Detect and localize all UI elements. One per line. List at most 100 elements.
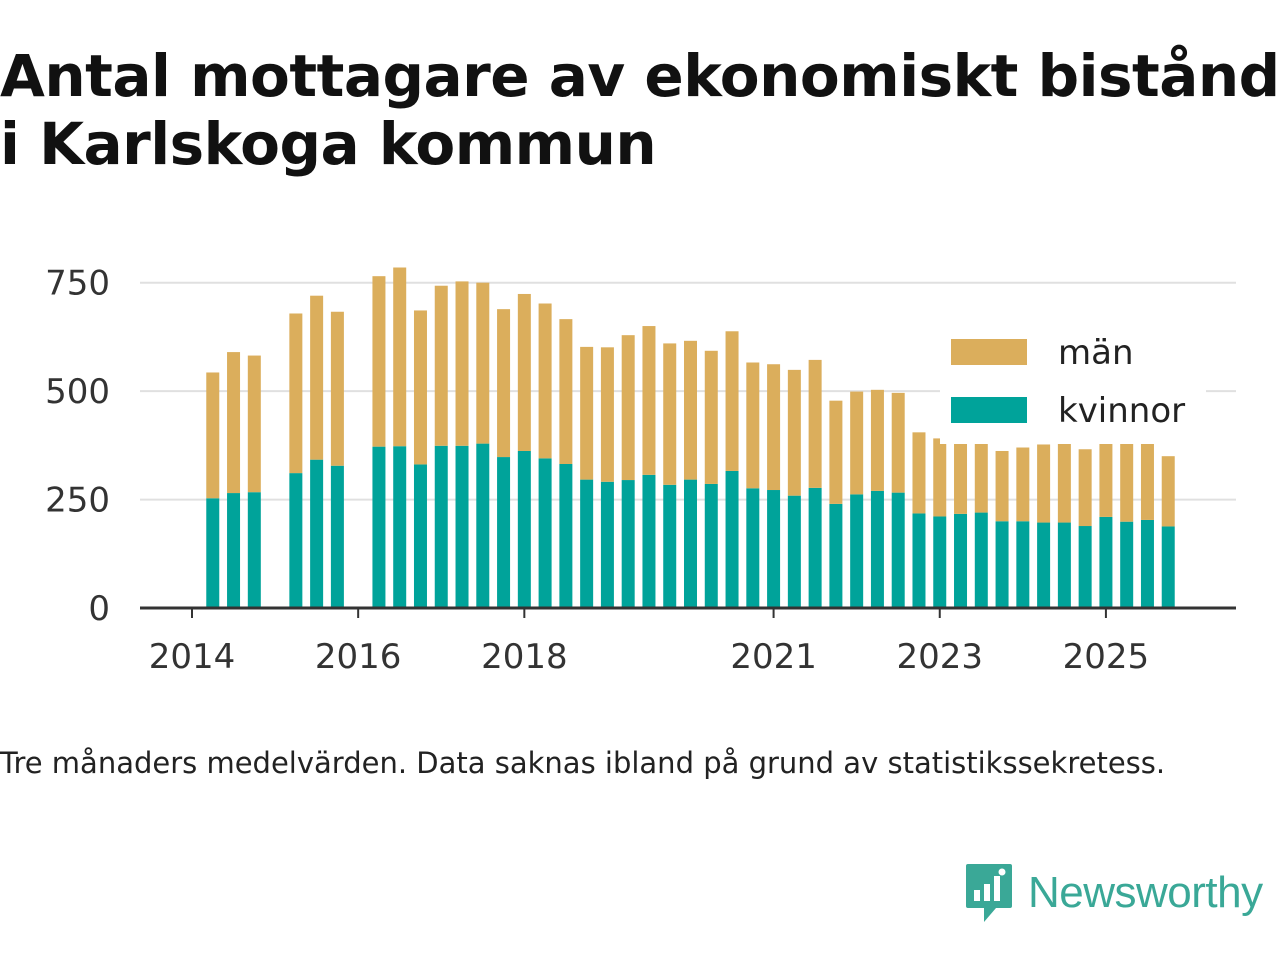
bar-man-2024.25 [1037,444,1051,523]
x-tick-label-2014: 2014 [149,637,236,677]
bar-kvinnor-2024 [1016,521,1030,608]
newsworthy-logo-icon [966,864,1012,922]
bar-kvinnor-2015.75 [330,465,344,608]
bar-kvinnor-2024.25 [1037,522,1051,608]
bar-kvinnor-2017.75 [497,457,511,608]
bar-kvinnor-2021 [767,490,781,608]
bar-man-2019.25 [621,335,635,481]
brand-logo[interactable]: Newsworthy [964,862,1263,924]
bar-man-2021.5 [808,359,822,488]
bar-man-2014.5 [227,352,241,494]
brand-name: Newsworthy [1028,868,1263,917]
stacked-bar-chart: 0 250 500 750 2014 2016 2018 2021 2023 2025 män kv… [45,264,1236,677]
bar-man-2021 [767,364,781,491]
bar-kvinnor-2020.75 [746,488,760,608]
bar-man-2021.25 [787,369,801,496]
bar-kvinnor-2016.75 [413,464,427,608]
y-tick-label-500: 500 [45,372,110,412]
bar-kvinnor-2020 [684,479,697,608]
bar-kvinnor-2018.75 [580,479,594,608]
bar-man-2025 [1099,439,1113,517]
bar-man-2020.5 [725,331,739,471]
bar-kvinnor-2017.5 [476,443,490,608]
bar-kvinnor-2023.5 [974,512,988,608]
bar-man-2015.75 [330,311,344,466]
bar-man-2025.25 [1120,442,1134,522]
bar-man-2023.5 [974,435,988,513]
bar-man-2018.75 [580,346,594,480]
bar-kvinnor-2021.5 [808,487,822,608]
bar-kvinnor-2014.75 [247,492,261,608]
legend-swatch-kvinnor [951,397,1027,423]
bar-man-2016.25 [372,276,386,447]
bar-man-2024.5 [1057,443,1071,523]
axes: 0 250 500 750 2014 2016 2018 2021 2023 2025 [45,264,1236,677]
y-tick-label-750: 750 [45,264,110,304]
bar-man-2019.75 [663,343,677,485]
y-tick-label-250: 250 [45,481,110,521]
x-tick-label-2021: 2021 [730,637,817,677]
bar-man-2016.5 [393,267,407,447]
bar-kvinnor-2021.75 [829,503,843,608]
bar-kvinnor-2016.5 [393,446,407,608]
bar-man-2015.25 [289,313,303,474]
bar-man-2017.75 [497,309,511,458]
bar-man-2017 [434,285,448,446]
bar-man-2014.75 [247,355,261,493]
x-tick-label-2023: 2023 [896,637,983,677]
bar-kvinnor-2023.25 [954,513,968,608]
bar-kvinnor-2014.25 [206,498,220,608]
bar-kvinnor-2025.5 [1140,519,1154,608]
bar-man-2020 [684,340,697,480]
bar-man-2023.25 [954,432,968,514]
bar-man-2022 [850,391,864,495]
bar-man-2018.5 [559,319,573,464]
bar-man-2019.5 [642,326,656,475]
bars [206,267,1175,608]
legend-label-kvinnor: kvinnor [1058,391,1185,431]
bar-kvinnor-2018.5 [559,463,573,608]
bar-man-2020.25 [704,350,718,484]
bar-man-2023.75 [995,450,1009,522]
bar-kvinnor-2022.75 [912,513,926,608]
bar-man-2025.5 [1140,442,1154,520]
bar-kvinnor-2014.5 [227,493,241,608]
bar-man-2017.25 [455,281,469,446]
bar-kvinnor-2015.5 [310,459,324,608]
bar-kvinnor-2024.5 [1057,522,1071,608]
bar-man-2024.75 [1078,449,1092,527]
x-tick-label-2016: 2016 [315,637,402,677]
bar-kvinnor-2019.75 [663,484,677,608]
bar-man-2015.5 [310,295,324,460]
bar-kvinnor-2019.5 [642,474,656,608]
bar-man-2025.75 [1161,456,1175,527]
bar-kvinnor-2021.25 [787,495,801,608]
bar-kvinnor-2015.25 [289,473,303,608]
bar-man-2021.75 [829,400,843,504]
bar-kvinnor-2022.25 [870,490,884,608]
bar-kvinnor-2022 [850,494,864,608]
bar-kvinnor-2019.25 [621,480,635,608]
bar-kvinnor-2024.75 [1078,526,1092,608]
bar-kvinnor-2018 [517,450,531,608]
bar-kvinnor-2025 [1099,516,1113,608]
legend-label-man: män [1058,333,1134,373]
bar-kvinnor-2016.25 [372,446,386,608]
x-tick-label-2025: 2025 [1063,637,1150,677]
legend-swatch-man [951,339,1027,365]
bar-kvinnor-2018.25 [538,458,552,608]
bar-man-2014.25 [206,372,220,499]
bar-man-2022.75 [912,432,926,514]
chart-title-line-1: Antal mottagare av ekonomiskt bistånd [0,42,1280,110]
x-tick-label-2018: 2018 [481,637,568,677]
bar-kvinnor-2022.5 [891,492,905,608]
bar-man-2022.5 [891,392,905,493]
bar-kvinnor-2025.75 [1161,526,1175,608]
bar-kvinnor-2023 [933,516,947,608]
bar-man-2019 [600,347,614,482]
bar-kvinnor-2017.25 [455,445,469,608]
bar-man-2023 [933,438,947,517]
bar-man-2017.5 [476,282,490,444]
bar-kvinnor-2019 [600,481,614,608]
legend: män kvinnor [940,326,1206,444]
